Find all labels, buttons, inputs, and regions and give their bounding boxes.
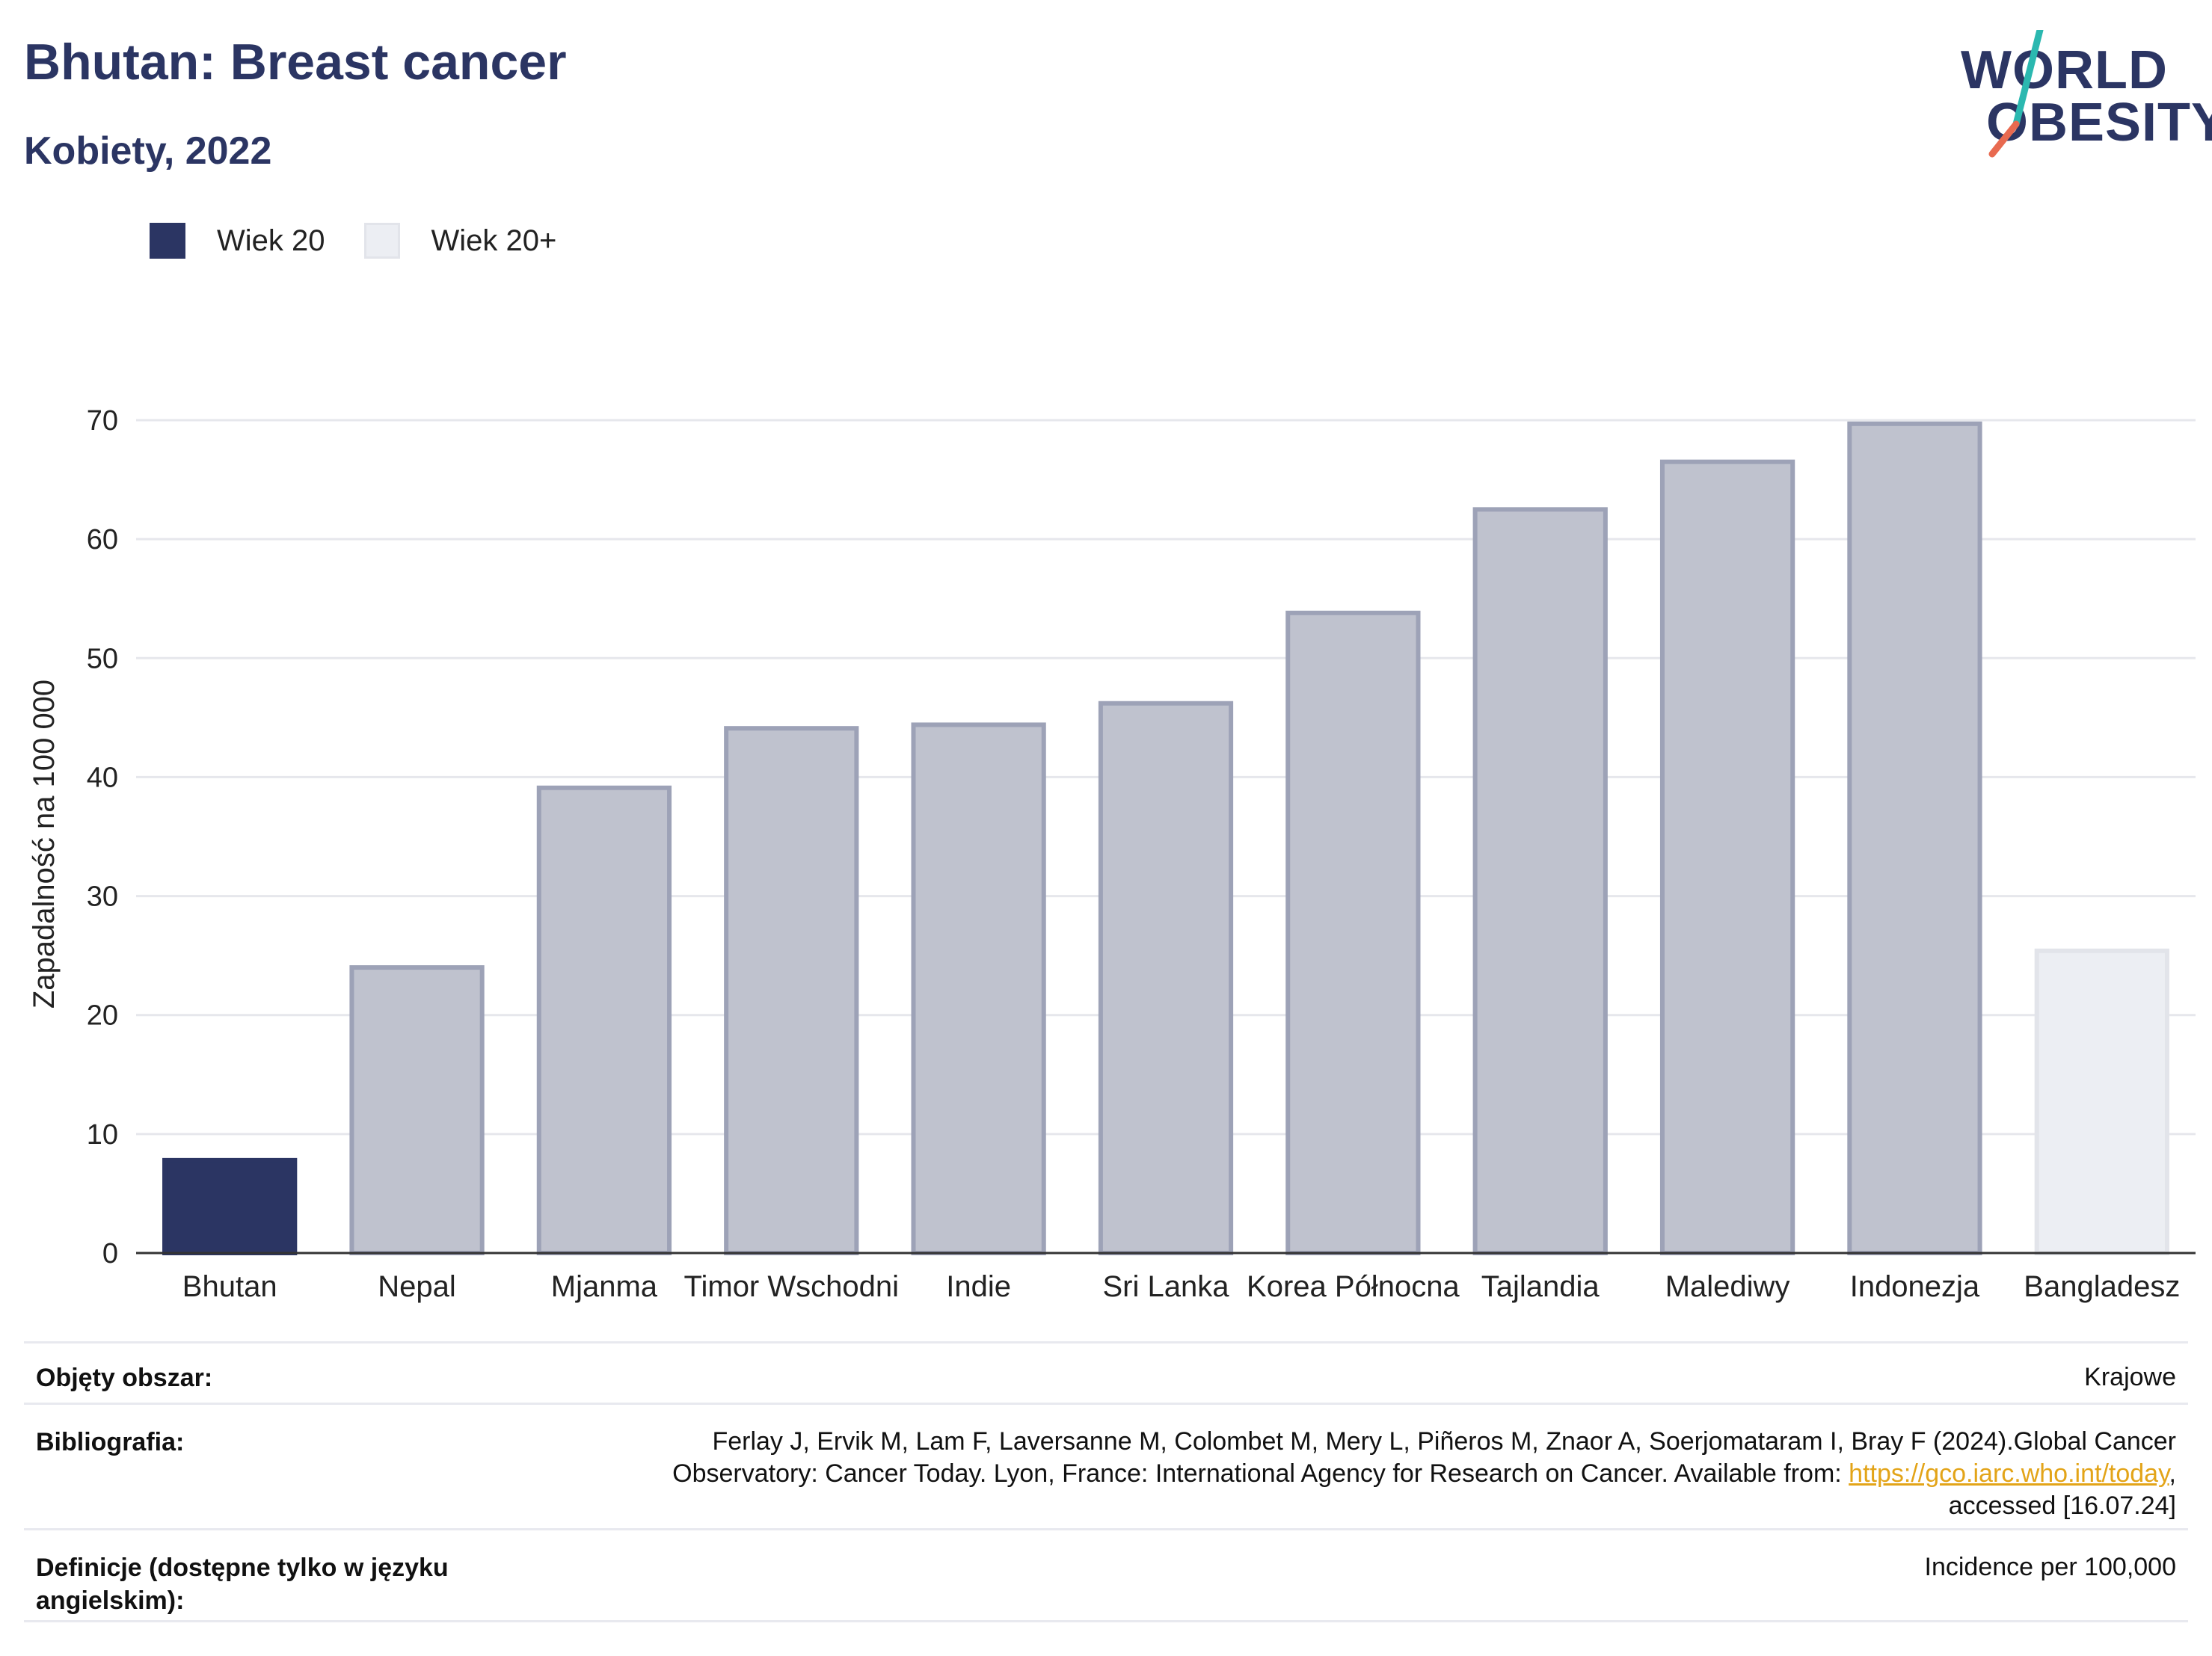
meta-row-coverage: Objęty obszar: Krajowe bbox=[24, 1341, 2188, 1403]
bar-timor-wschodni bbox=[724, 726, 859, 1255]
x-tick-label: Malediwy bbox=[1665, 1270, 1790, 1303]
legend-item-age-20[interactable]: Wiek 20 bbox=[150, 223, 325, 259]
x-tick-label: Tajlandia bbox=[1481, 1270, 1600, 1303]
bar-indonezja bbox=[1847, 421, 1982, 1255]
legend-swatch bbox=[150, 223, 185, 259]
x-tick-label: Bhutan bbox=[182, 1270, 277, 1303]
bar-nepal bbox=[349, 965, 485, 1255]
meta-key: Bibliografia: bbox=[36, 1428, 185, 1456]
y-tick-label: 70 bbox=[87, 405, 118, 437]
world-obesity-logo: WORLD OBESITY bbox=[1959, 30, 2212, 164]
y-tick-label: 40 bbox=[87, 762, 118, 793]
y-axis-label: Zapadalność na 100 000 bbox=[28, 680, 61, 1009]
meta-key: Definicje (dostępne tylko w języku angie… bbox=[36, 1554, 449, 1615]
y-tick-label: 30 bbox=[87, 881, 118, 913]
bibliography-line-2: Observatory: Cancer Today. Lyon, France:… bbox=[672, 1459, 2176, 1488]
y-tick-label: 10 bbox=[87, 1119, 118, 1151]
bibliography-line-3: accessed [16.07.24] bbox=[1948, 1492, 2176, 1520]
x-tick-label: Indie bbox=[946, 1270, 1011, 1303]
y-tick-label: 60 bbox=[87, 524, 118, 555]
meta-value: Krajowe bbox=[2084, 1363, 2176, 1391]
bar-sri-lanka bbox=[1098, 701, 1234, 1255]
bar-malediwy bbox=[1659, 459, 1795, 1256]
x-tick-label: Nepal bbox=[378, 1270, 456, 1303]
y-tick-label: 0 bbox=[102, 1238, 118, 1269]
y-tick-label: 50 bbox=[87, 643, 118, 674]
meta-row-bibliography: Bibliografia: Ferlay J, Ervik M, Lam F, … bbox=[24, 1403, 2188, 1528]
bar-indie bbox=[911, 722, 1046, 1255]
chart-subtitle: Kobiety, 2022 bbox=[24, 129, 272, 173]
chart-title: Bhutan: Breast cancer bbox=[24, 34, 567, 90]
bar-bhutan bbox=[162, 1157, 298, 1255]
y-tick-label: 20 bbox=[87, 1000, 118, 1032]
x-tick-label: Mjanma bbox=[551, 1270, 658, 1303]
meta-row-definitions: Definicje (dostępne tylko w języku angie… bbox=[24, 1528, 2188, 1622]
meta-key: Objęty obszar: bbox=[36, 1364, 213, 1392]
legend: Wiek 20 Wiek 20+ bbox=[150, 223, 595, 259]
legend-label: Wiek 20 bbox=[217, 224, 325, 257]
bar-korea-północna bbox=[1285, 610, 1421, 1255]
source-link[interactable]: https://gco.iarc.who.int/today bbox=[1849, 1459, 2169, 1488]
meta-value: Incidence per 100,000 bbox=[1924, 1553, 2176, 1581]
legend-label: Wiek 20+ bbox=[431, 224, 557, 257]
bar-chart: 0 10 20 30 40 50 60 70 Zapadalność na 100 000 Bhu… bbox=[28, 405, 2196, 1303]
x-tick-label: Sri Lanka bbox=[1103, 1270, 1230, 1303]
x-tick-label: Bangladesz bbox=[2024, 1270, 2180, 1303]
bar-bangladesz bbox=[2034, 948, 2169, 1255]
bibliography-line-1: Ferlay J, Ervik M, Lam F, Laversanne M, … bbox=[712, 1427, 2176, 1456]
bar-mjanma bbox=[536, 785, 672, 1256]
x-tick-label: Korea Północna bbox=[1247, 1270, 1460, 1303]
x-tick-label: Indonezja bbox=[1850, 1270, 1980, 1303]
logo-slash-icon bbox=[1988, 30, 2044, 158]
x-tick-label: Timor Wschodni bbox=[684, 1270, 899, 1303]
meta-value: Ferlay J, Ervik M, Lam F, Laversanne M, … bbox=[672, 1426, 2176, 1522]
legend-item-age-20-plus[interactable]: Wiek 20+ bbox=[363, 223, 557, 259]
bar-tajlandia bbox=[1472, 507, 1608, 1255]
logo-line-1: WORLD bbox=[1961, 40, 2168, 100]
legend-swatch bbox=[363, 223, 400, 259]
